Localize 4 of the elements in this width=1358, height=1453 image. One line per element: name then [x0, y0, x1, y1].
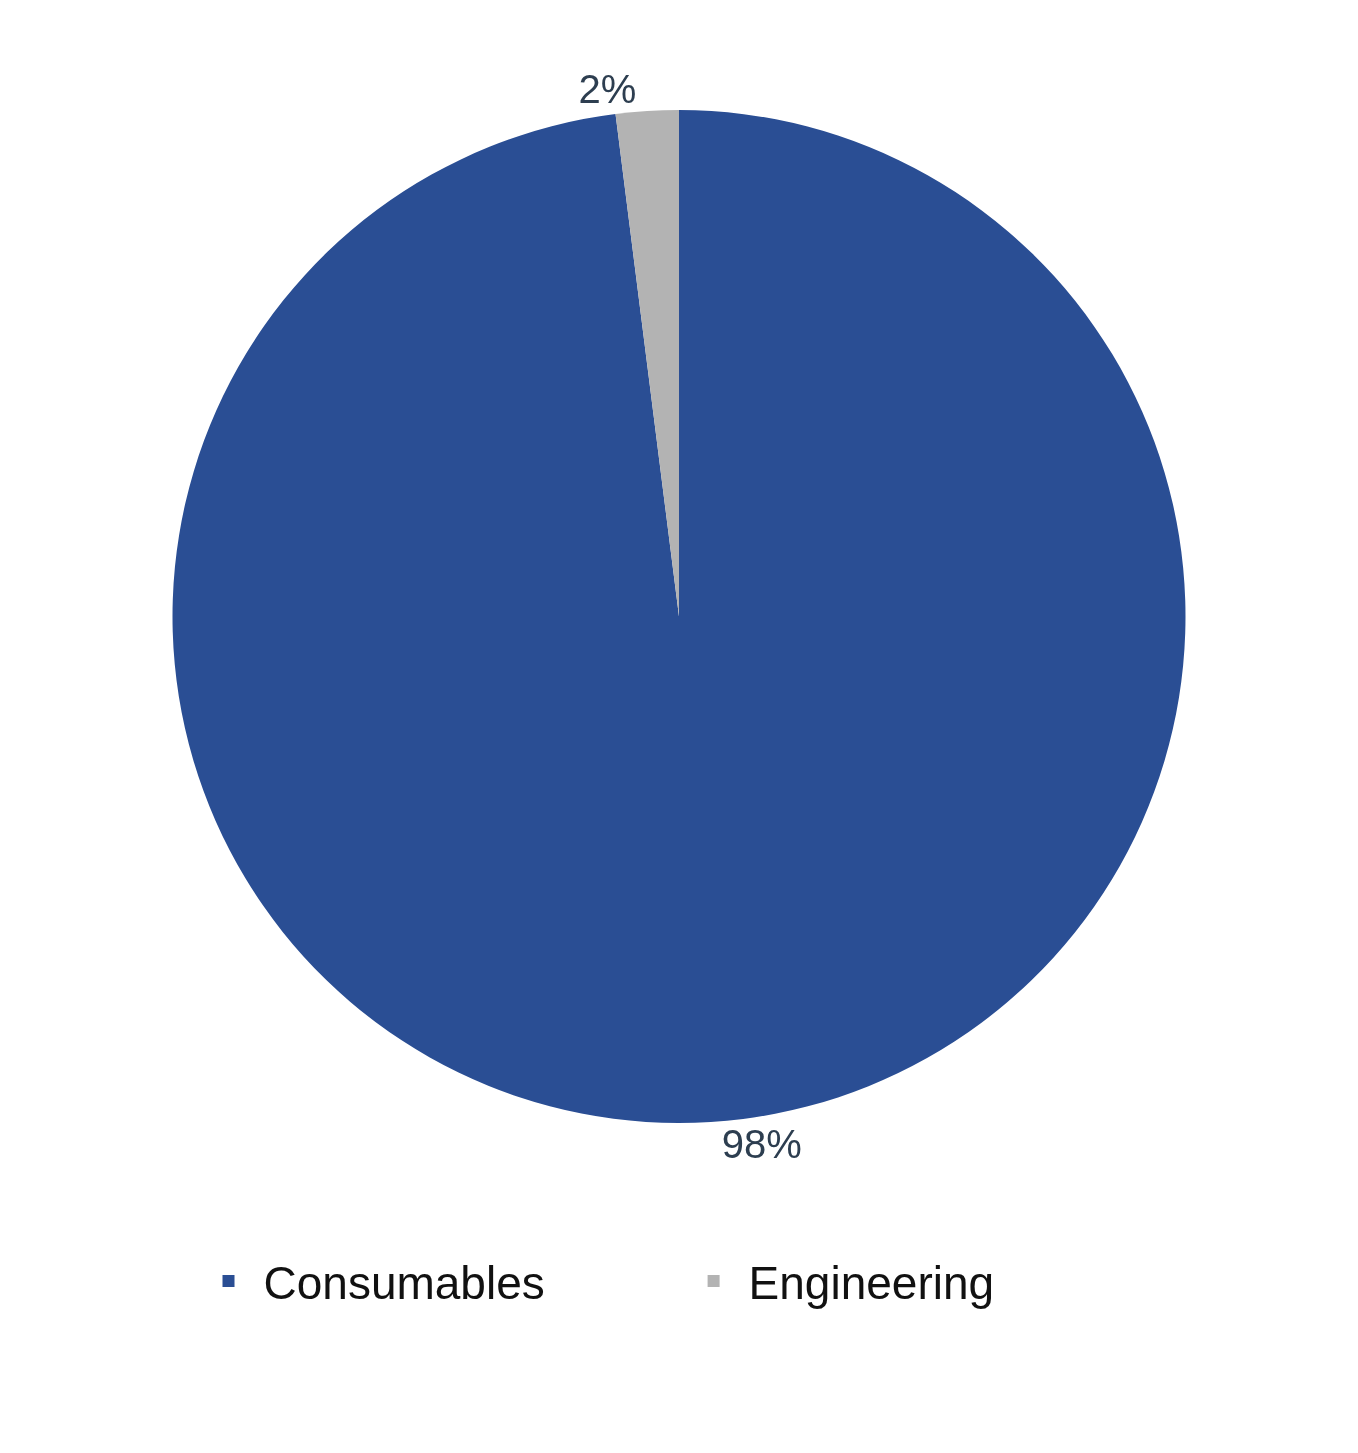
data-label: 2%	[578, 67, 637, 112]
data-label: 98%	[721, 1121, 802, 1166]
legend-label: Consumables	[263, 1256, 545, 1309]
legend-label: Engineering	[748, 1256, 995, 1309]
